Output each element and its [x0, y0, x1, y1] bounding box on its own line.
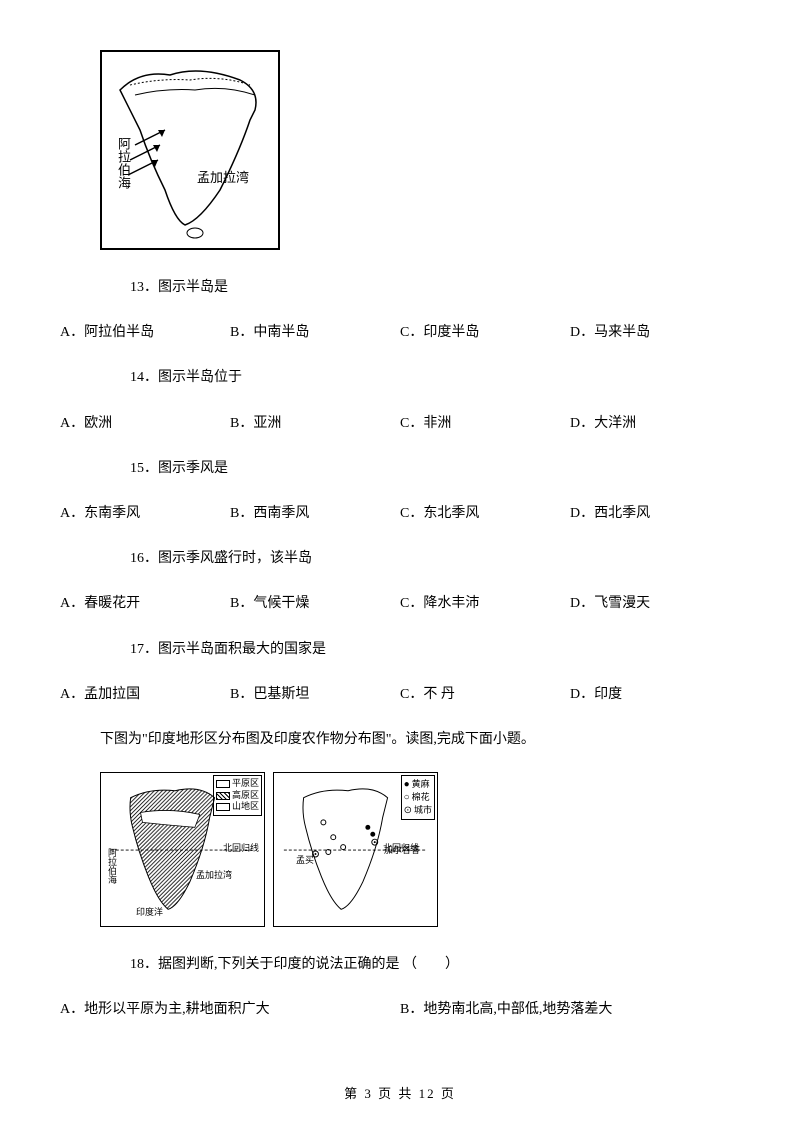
- label-mumbai: 孟买: [296, 853, 314, 866]
- question-number: 18．: [130, 957, 158, 972]
- question-16: 16．图示季风盛行时，该半岛: [130, 546, 740, 571]
- option-d: D．大洋洲: [570, 411, 740, 436]
- question-number: 17．: [130, 642, 158, 657]
- page-footer: 第 3 页 共 12 页: [0, 1083, 800, 1102]
- map-label-arabian-sea: 阿拉伯海: [114, 137, 133, 189]
- question-number: 13．: [130, 280, 158, 295]
- map-crops: ●黄麻 ○棉花 ⊙城市 北回归线 孟买 加尔各答: [273, 772, 438, 927]
- option-b: B．地势南北高,中部低,地势落差大: [400, 997, 740, 1022]
- question-13: 13．图示半岛是: [130, 275, 740, 300]
- question-text: 图示季风是: [158, 461, 228, 476]
- option-c: C．不 丹: [400, 682, 570, 707]
- label-indian: 印度洋: [136, 905, 163, 918]
- map-india-peninsula: 阿拉伯海 孟加拉湾: [100, 50, 280, 250]
- option-b: B．气候干燥: [230, 591, 400, 616]
- option-a: A．阿拉伯半岛: [60, 320, 230, 345]
- question-17: 17．图示半岛面积最大的国家是: [130, 637, 740, 662]
- question-text: 图示季风盛行时，该半岛: [158, 551, 312, 566]
- question-text: 图示半岛位于: [158, 370, 242, 385]
- option-a: A．孟加拉国: [60, 682, 230, 707]
- map-svg: [110, 60, 270, 240]
- option-b: B．西南季风: [230, 501, 400, 526]
- option-d: D．马来半岛: [570, 320, 740, 345]
- question-number: 16．: [130, 551, 158, 566]
- option-d: D．飞雪漫天: [570, 591, 740, 616]
- question-15: 15．图示季风是: [130, 456, 740, 481]
- question-text: 据图判断,下列关于印度的说法正确的是 （ ）: [158, 957, 459, 972]
- map-label-bengal-bay: 孟加拉湾: [197, 167, 249, 186]
- option-c: C．印度半岛: [400, 320, 570, 345]
- question-number: 15．: [130, 461, 158, 476]
- option-d: D．印度: [570, 682, 740, 707]
- question-number: 14．: [130, 370, 158, 385]
- option-a: A．东南季风: [60, 501, 230, 526]
- label-arabian: 阿拉伯海: [106, 848, 119, 884]
- option-b: B．巴基斯坦: [230, 682, 400, 707]
- label-tropic: 北回归线: [223, 841, 259, 854]
- options-15: A．东南季风 B．西南季风 C．东北季风 D．西北季风: [60, 501, 740, 526]
- options-14: A．欧洲 B．亚洲 C．非洲 D．大洋洲: [60, 411, 740, 436]
- options-18: A．地形以平原为主,耕地面积广大 B．地势南北高,中部低,地势落差大: [60, 997, 740, 1022]
- label-bengal: 孟加拉湾: [196, 868, 232, 881]
- option-c: C．降水丰沛: [400, 591, 570, 616]
- question-text: 图示半岛面积最大的国家是: [158, 642, 326, 657]
- double-map-container: 平原区 高原区 山地区 阿拉伯海 北回归线 孟加拉湾 印度洋 ●黄麻 ○棉花 ⊙…: [100, 772, 740, 927]
- option-d: D．西北季风: [570, 501, 740, 526]
- option-c: C．东北季风: [400, 501, 570, 526]
- options-16: A．春暖花开 B．气候干燥 C．降水丰沛 D．飞雪漫天: [60, 591, 740, 616]
- option-a: A．地形以平原为主,耕地面积广大: [60, 997, 400, 1022]
- map-terrain: 平原区 高原区 山地区 阿拉伯海 北回归线 孟加拉湾 印度洋: [100, 772, 265, 927]
- option-a: A．春暖花开: [60, 591, 230, 616]
- footer-page: 3: [364, 1086, 373, 1101]
- question-18: 18．据图判断,下列关于印度的说法正确的是 （ ）: [130, 952, 740, 977]
- footer-prefix: 第: [344, 1086, 364, 1101]
- intro-text-2: 下图为"印度地形区分布图及印度农作物分布图"。读图,完成下面小题。: [100, 727, 740, 752]
- footer-mid: 页 共: [373, 1086, 419, 1101]
- question-14: 14．图示半岛位于: [130, 365, 740, 390]
- question-text: 图示半岛是: [158, 280, 228, 295]
- options-17: A．孟加拉国 B．巴基斯坦 C．不 丹 D．印度: [60, 682, 740, 707]
- footer-suffix: 页: [436, 1086, 456, 1101]
- label-kolkata: 加尔各答: [384, 843, 420, 856]
- option-a: A．欧洲: [60, 411, 230, 436]
- option-b: B．中南半岛: [230, 320, 400, 345]
- options-13: A．阿拉伯半岛 B．中南半岛 C．印度半岛 D．马来半岛: [60, 320, 740, 345]
- option-c: C．非洲: [400, 411, 570, 436]
- footer-total: 12: [419, 1086, 436, 1101]
- option-b: B．亚洲: [230, 411, 400, 436]
